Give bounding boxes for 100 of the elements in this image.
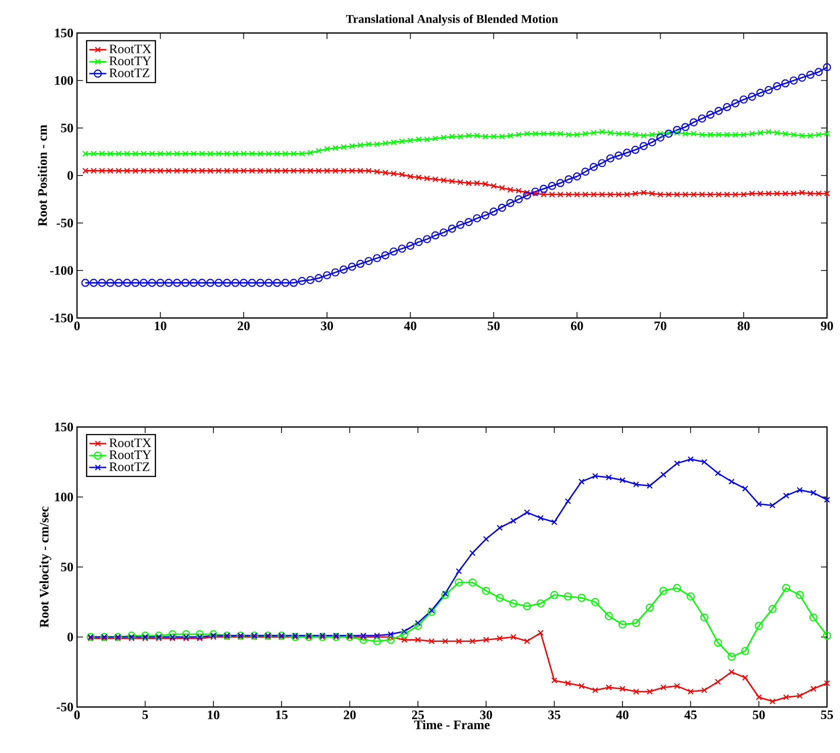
point — [646, 688, 653, 695]
point — [796, 692, 803, 699]
y-tick-label: 50 — [61, 124, 73, 132]
y-axis-title: Root Velocity - cm/sec — [39, 506, 52, 628]
x-tick-label: 40 — [616, 710, 628, 720]
point — [742, 674, 748, 681]
x-tick-label: 70 — [654, 322, 666, 330]
point — [688, 456, 694, 462]
point — [401, 636, 408, 643]
point — [524, 638, 530, 644]
point — [606, 684, 612, 690]
legend-label: RootTY — [109, 450, 152, 460]
point — [538, 630, 544, 636]
point — [551, 677, 558, 684]
point — [564, 592, 572, 600]
point — [783, 694, 790, 700]
y-tick-label: 150 — [55, 422, 73, 432]
legend-label: RootTX — [109, 44, 152, 54]
point — [456, 568, 462, 574]
point — [209, 630, 218, 638]
point — [809, 613, 818, 622]
point — [646, 482, 653, 489]
x-tick-label: 20 — [238, 322, 250, 330]
point — [756, 500, 762, 508]
x-tick-label: 50 — [488, 322, 500, 330]
x-tick-label: 80 — [738, 322, 750, 330]
y-tick-label: -150 — [50, 314, 73, 322]
y-tick-label: -50 — [56, 702, 73, 712]
x-tick-label: 5 — [142, 710, 148, 720]
point — [606, 474, 612, 480]
point — [741, 646, 750, 656]
y-tick-label: -50 — [56, 218, 73, 228]
x-tick-label: 10 — [154, 322, 166, 330]
point — [468, 578, 477, 586]
point — [782, 584, 790, 592]
point — [619, 477, 626, 484]
point — [441, 590, 450, 600]
point — [754, 622, 763, 630]
point — [822, 632, 832, 640]
point — [400, 630, 408, 638]
y-axis-title: Root Position - cm — [38, 124, 47, 226]
point — [592, 472, 598, 480]
point — [633, 481, 640, 488]
point — [810, 490, 816, 496]
point — [414, 636, 421, 643]
point — [714, 470, 721, 476]
point — [578, 478, 585, 485]
y-tick-label: 50 — [61, 562, 73, 572]
x-tick-label: 25 — [412, 710, 424, 720]
point — [359, 636, 368, 644]
point — [591, 598, 600, 606]
point — [522, 602, 532, 610]
point — [604, 612, 613, 620]
point — [483, 536, 490, 542]
point — [469, 638, 476, 644]
point — [660, 684, 666, 690]
point — [388, 631, 394, 638]
point — [496, 594, 504, 602]
point — [742, 486, 748, 492]
point — [536, 599, 545, 608]
point — [538, 514, 544, 522]
legend-label: RootTY — [109, 56, 152, 66]
point — [578, 594, 586, 602]
point — [428, 638, 435, 644]
x-tick-label: 90 — [820, 322, 833, 330]
point — [196, 630, 204, 638]
point — [483, 636, 490, 643]
point — [388, 634, 394, 640]
point — [454, 578, 463, 586]
point — [550, 590, 558, 600]
point — [646, 604, 654, 612]
x-tick-label: 40 — [404, 322, 416, 330]
point — [783, 492, 790, 499]
point — [428, 608, 436, 616]
point — [728, 478, 735, 485]
y-tick-label: 100 — [55, 492, 73, 502]
x-tick-label: 35 — [548, 710, 560, 720]
x-tick-label: 20 — [344, 710, 356, 720]
point — [674, 682, 680, 690]
point — [510, 634, 516, 640]
x-tick-label: 45 — [684, 710, 697, 720]
x-axis-title: Time - Frame — [414, 720, 490, 730]
point — [469, 550, 476, 556]
point — [756, 694, 762, 700]
point — [728, 668, 735, 676]
point — [700, 613, 708, 622]
legend-label: RootTZ — [109, 68, 150, 78]
point — [633, 688, 640, 695]
point — [524, 509, 530, 516]
point — [769, 502, 776, 508]
point — [701, 458, 708, 466]
legend-label: RootTZ — [109, 462, 150, 472]
x-tick-label: 0 — [74, 322, 80, 330]
y-tick-label: -100 — [50, 266, 73, 275]
y-tick-label: 0 — [68, 632, 73, 642]
point — [672, 584, 682, 592]
point — [824, 496, 830, 503]
point — [442, 638, 448, 644]
point — [769, 698, 776, 704]
point — [688, 688, 694, 695]
